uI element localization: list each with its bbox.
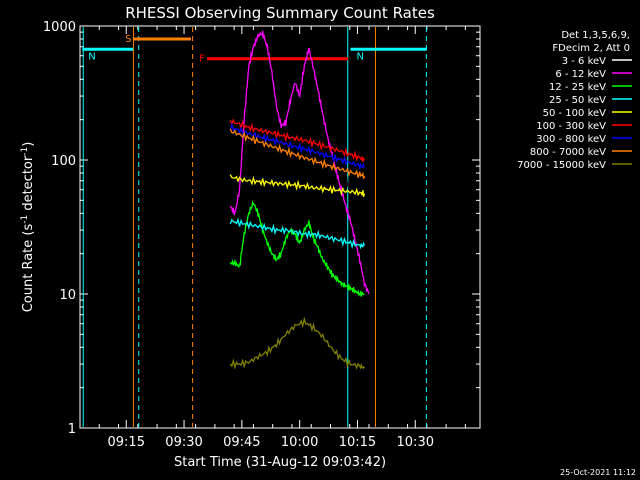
y-tick-label: 10	[59, 288, 76, 303]
x-tick-label: 10:30	[397, 435, 434, 450]
y-axis-label: Count Rate (s-1 detector-1)	[20, 142, 36, 313]
series-line-1	[229, 30, 370, 295]
state-segment-label: F	[199, 54, 205, 65]
state-segment-label: N	[357, 51, 364, 62]
state-segments: S N N F	[82, 34, 427, 65]
y-axis-label-mid: detector	[21, 155, 36, 215]
y-tick-label: 100	[51, 154, 76, 169]
legend-entry-label: 12 - 25 keV	[549, 82, 606, 93]
axis-ticks: 1 10 100 1000 09:15 09:30 09:45 10:00 10:15 10:30	[43, 20, 480, 450]
legend-entry-label: 50 - 100 keV	[543, 108, 607, 119]
y-axis-label-sup2: -1	[20, 147, 30, 156]
legend-entry-label: 6 - 12 keV	[555, 69, 606, 80]
series-line-3	[229, 217, 366, 250]
legend-entry-label: 3 - 6 keV	[562, 56, 606, 67]
x-tick-label: 09:30	[165, 435, 202, 450]
y-axis-label-main: Count Rate (s	[21, 224, 36, 313]
legend-entry-label: 800 - 7000 keV	[530, 147, 606, 158]
y-tick-label: 1000	[43, 20, 76, 35]
state-segment-label: S	[125, 34, 131, 45]
x-tick-label: 09:15	[108, 435, 145, 450]
legend: Det 1,3,5,6,9, FDecim 2, Att 0 3 - 6 keV 6 …	[517, 30, 632, 171]
series-line-7	[229, 128, 366, 179]
attenuator-lines	[82, 27, 427, 427]
y-tick-label: 1	[68, 422, 76, 437]
x-tick-label: 10:15	[339, 435, 376, 450]
y-axis-label-end: )	[21, 142, 36, 147]
x-axis-label: Start Time (31-Aug-12 09:03:42)	[174, 455, 386, 470]
state-segment-label: N	[88, 51, 95, 62]
legend-entry-label: 100 - 300 keV	[536, 121, 606, 132]
series-lines	[229, 30, 370, 370]
legend-entry-label: 300 - 800 keV	[536, 134, 606, 145]
plot-frame	[79, 25, 481, 429]
series-line-4	[229, 174, 366, 197]
legend-entry-label: 25 - 50 keV	[549, 95, 606, 106]
y-axis-label-sup: -1	[20, 215, 30, 224]
x-tick-label: 10:00	[281, 435, 318, 450]
series-line-5	[229, 118, 365, 162]
chart-title: RHESSI Observing Summary Count Rates	[125, 4, 435, 22]
legend-header-line: FDecim 2, Att 0	[552, 43, 630, 54]
timestamp: 25-Oct-2021 11:12	[560, 468, 636, 477]
x-tick-label: 09:45	[223, 435, 260, 450]
legend-entry-label: 7000 - 15000 keV	[517, 160, 606, 171]
series-line-8	[229, 316, 365, 370]
series-line-2	[229, 199, 365, 297]
legend-header-line: Det 1,3,5,6,9,	[561, 30, 630, 41]
